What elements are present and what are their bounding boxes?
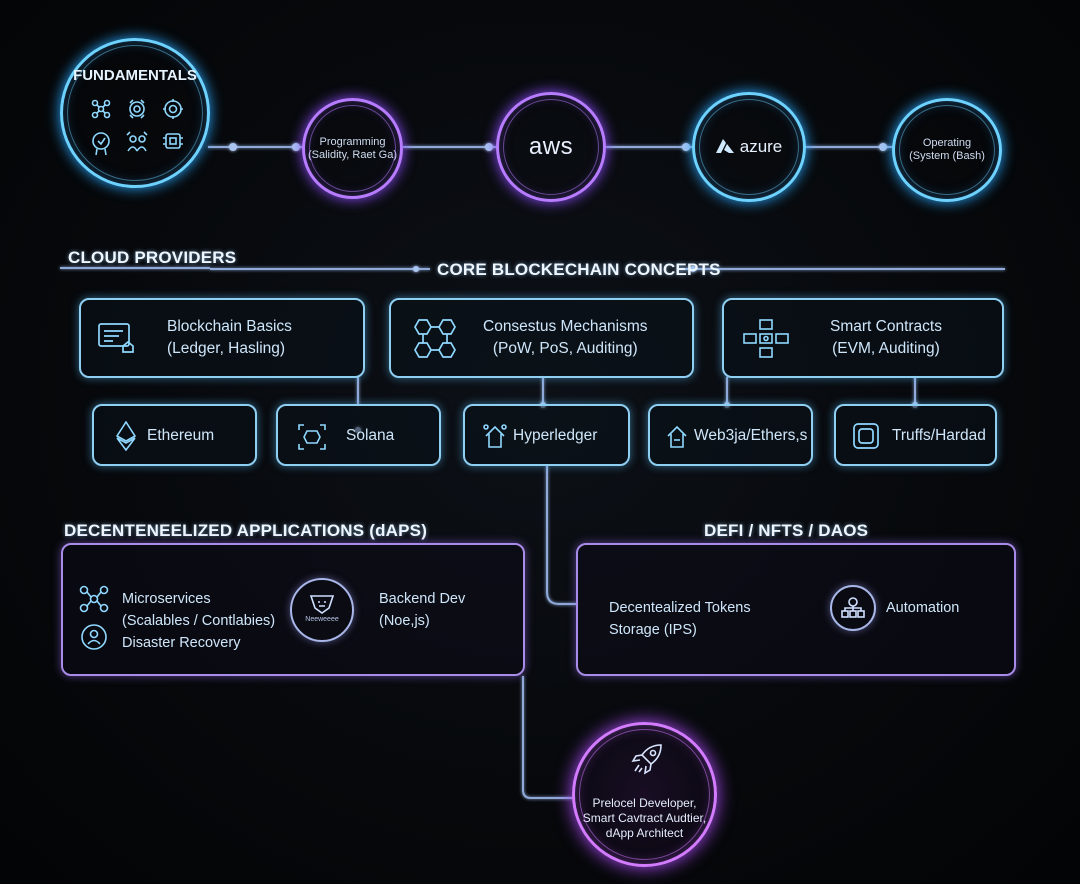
disaster-recovery-label: Disaster Recovery xyxy=(122,635,241,651)
programming-inner-ring xyxy=(309,105,396,192)
tool-solana-label: Solana xyxy=(346,427,395,444)
microservices-title: Microservices xyxy=(122,591,211,607)
consensus-subtitle: (PoW, PoS, Auditing) xyxy=(492,340,638,357)
azure-node[interactable]: azure xyxy=(692,92,806,202)
web3-icon xyxy=(667,425,687,448)
career-goal-node[interactable]: Prelocel Developer, Smart Cavtract Audti… xyxy=(572,722,717,867)
fundamentals-node[interactable]: FUNDAMENTALS xyxy=(60,38,210,188)
aws-node[interactable]: aws xyxy=(496,92,606,202)
cloud-gear-icon xyxy=(129,99,145,119)
hexagon-cluster-icon xyxy=(414,319,456,358)
tool-web3js[interactable]: Web3ja/Ethers,s xyxy=(648,404,813,466)
tool-truffle[interactable]: Truffs/Hardad xyxy=(834,404,997,466)
backend-dev-subtitle: (Noe,js) xyxy=(379,613,430,629)
microservices-icon xyxy=(79,585,109,613)
blockchain-basics-subtitle: (Ledger, Hasling) xyxy=(167,340,286,357)
truffle-icon xyxy=(853,423,879,449)
chip-icon xyxy=(163,133,183,149)
operating-inner-ring xyxy=(899,105,995,195)
automation-icon xyxy=(841,597,865,618)
aws-inner-ring xyxy=(503,99,599,195)
tool-hyperledger-label: Hyperledger xyxy=(513,427,598,444)
fundamentals-icon-grid xyxy=(91,99,183,156)
fundamentals-inner-ring xyxy=(67,45,203,181)
tool-ethereum[interactable]: Ethereum xyxy=(92,404,257,466)
solana-chip-icon xyxy=(298,424,326,450)
cloud-providers-heading: CLOUD PROVIDERS xyxy=(68,248,237,267)
tool-solana[interactable]: Solana xyxy=(276,404,441,466)
programming-node[interactable]: Programming (Salidity, Raet Ga) xyxy=(302,98,403,199)
defi-heading: DEFI / NFTS / DAOS xyxy=(704,521,869,540)
storage-label: Storage (IPS) xyxy=(609,622,697,638)
consensus-title: Consestus Mechanisms xyxy=(483,318,648,335)
azure-inner-ring xyxy=(699,99,799,195)
backend-shield-icon xyxy=(309,595,335,614)
dapps-box[interactable]: Microservices (Scalables / Contlabies) D… xyxy=(61,543,525,676)
backend-badge: Neeweeee xyxy=(290,578,354,642)
dapps-heading: DECENTENEELIZED APPLICATIONS (dAPS) xyxy=(64,521,428,540)
microservices-subtitle: (Scalables / Contlabies) xyxy=(122,613,276,629)
blockchain-basics-title: Blockchain Basics xyxy=(167,318,292,335)
network-icon xyxy=(91,99,111,119)
core-concepts-heading: CORE BLOCKECHAIN CONCEPTS xyxy=(437,260,721,279)
blockchain-basics-box[interactable]: Blockchain Basics (Ledger, Hasling) xyxy=(79,298,365,378)
smart-contracts-box[interactable]: Smart Contracts (EVM, Auditing) xyxy=(722,298,1004,378)
consensus-mechanisms-box[interactable]: Consestus Mechanisms (PoW, PoS, Auditing… xyxy=(389,298,694,378)
hyperledger-icon xyxy=(483,424,507,448)
disaster-recovery-icon xyxy=(81,624,107,650)
automation-label: Automation xyxy=(886,600,960,616)
smart-contracts-subtitle: (EVM, Auditing) xyxy=(832,340,940,357)
ledger-icon xyxy=(98,323,134,353)
defi-box[interactable]: Decentealized Tokens Storage (IPS) Autom… xyxy=(576,543,1016,676)
badge-icon xyxy=(92,132,110,156)
tool-hyperledger[interactable]: Hyperledger xyxy=(463,404,630,466)
goal-inner-ring xyxy=(579,729,710,860)
backend-badge-text: Neeweeee xyxy=(305,616,339,623)
ethereum-icon xyxy=(116,421,136,451)
people-icon xyxy=(126,131,148,152)
decentralized-tokens-label: Decentealized Tokens xyxy=(609,600,751,616)
fundamentals-title: FUNDAMENTALS xyxy=(73,67,197,84)
tool-truffle-label: Truffs/Hardad xyxy=(892,427,986,444)
smart-contracts-title: Smart Contracts xyxy=(830,318,942,335)
automation-icon-badge xyxy=(830,585,876,631)
tool-ethereum-label: Ethereum xyxy=(147,427,215,444)
contract-blocks-icon xyxy=(743,319,789,358)
operating-system-node[interactable]: Operating (System (Bash) xyxy=(892,98,1002,202)
rocket-icon xyxy=(631,744,662,775)
backend-dev-title: Backend Dev xyxy=(379,591,466,607)
tool-web3js-label: Web3ja/Ethers,s xyxy=(694,427,808,444)
settings-icon xyxy=(163,99,183,119)
